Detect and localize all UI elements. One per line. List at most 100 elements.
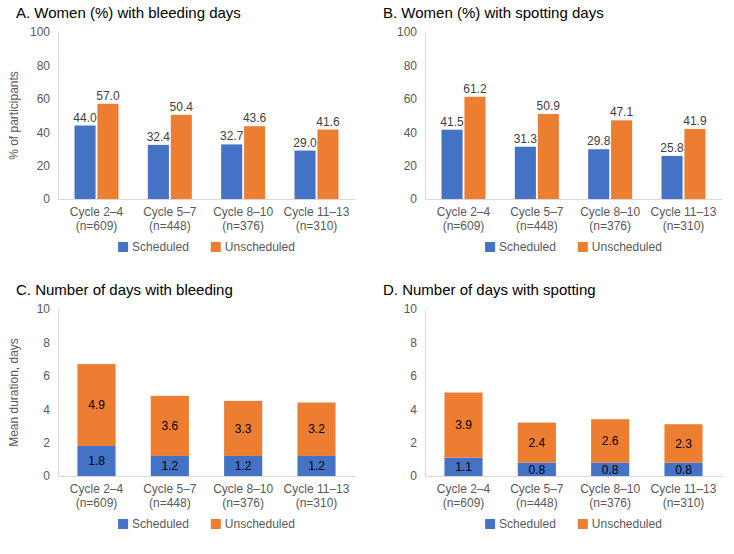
bar: [221, 144, 242, 199]
x-tick: Cycle 5–7(n=448): [143, 476, 197, 510]
x-tick-label-line: (n=609): [76, 219, 118, 233]
y-tick-label: 0: [43, 192, 50, 206]
y-tick: 10: [404, 302, 425, 316]
x-tick-label-line: Cycle 2–4: [70, 205, 124, 219]
data-label: 1.1: [455, 460, 472, 474]
x-tick-label: Cycle 5–7(n=448): [143, 482, 197, 510]
y-tick: 8: [410, 336, 425, 350]
data-label: 41.6: [316, 115, 340, 129]
legend-swatch: [118, 242, 128, 252]
y-tick: 60: [404, 92, 425, 106]
x-axis: Cycle 2–4(n=609)Cycle 5–7(n=448)Cycle 8–…: [59, 476, 356, 510]
x-tick-label-line: (n=609): [443, 219, 485, 233]
data-label: 43.6: [243, 111, 267, 125]
legend-item: Unscheduled: [211, 517, 295, 531]
y-tick-label: 6: [410, 369, 417, 383]
bar: [664, 424, 702, 462]
bar: [77, 364, 115, 446]
x-axis-line: [59, 199, 356, 200]
legend-label: Scheduled: [499, 240, 556, 254]
y-tick: 20: [37, 159, 58, 173]
data-label: 2.3: [675, 437, 692, 451]
y-tick: 40: [404, 126, 425, 140]
legend-label: Scheduled: [132, 517, 189, 531]
y-tick: 80: [404, 59, 425, 73]
bar: [171, 115, 192, 199]
data-label: 3.2: [308, 422, 325, 436]
x-tick-label-line: Cycle 11–13: [284, 482, 350, 496]
legend-swatch: [578, 519, 588, 529]
y-tick: 80: [37, 59, 58, 73]
data-label: 1.2: [235, 459, 252, 473]
y-tick-label: 80: [404, 59, 418, 73]
x-tick-label-line: Cycle 5–7: [143, 205, 197, 219]
legend-item: Unscheduled: [578, 240, 662, 254]
bar: [444, 393, 482, 458]
y-tick-label: 40: [37, 126, 51, 140]
x-tick-label: Cycle 11–13(n=310): [284, 482, 350, 510]
data-label: 32.4: [147, 130, 171, 144]
legend-item: Scheduled: [485, 517, 556, 531]
bar: [518, 463, 556, 476]
bar: [75, 126, 96, 199]
x-tick: Cycle 2–4(n=609): [437, 199, 491, 233]
panel: B. Women (%) with spotting days020406080…: [383, 4, 723, 254]
y-tick-label: 8: [410, 336, 417, 350]
y-tick-label: 60: [404, 92, 418, 106]
y-tick: 0: [43, 192, 58, 206]
y-tick: 100: [30, 25, 58, 39]
data-label: 61.2: [463, 82, 487, 96]
x-axis: Cycle 2–4(n=609) Cycle 5–7(n=448) Cycle 8–…: [426, 476, 723, 510]
y-tick-label: 20: [37, 159, 51, 173]
x-tick-label: Cycle 5–7(n=448): [510, 482, 564, 510]
y-axis-title: Mean duration, days: [7, 338, 21, 447]
legend-swatch: [485, 242, 495, 252]
y-axis: 0 20 40 60 80 100: [30, 25, 59, 206]
x-axis-line: [426, 199, 723, 200]
x-tick: Cycle 2–4(n=609): [70, 199, 124, 233]
x-tick-label-line: Cycle 8–10: [580, 482, 640, 496]
x-tick-label: Cycle 5–7(n=448): [510, 205, 564, 233]
legend-item: Unscheduled: [211, 240, 295, 254]
legend-label: Unscheduled: [225, 517, 295, 531]
x-tick-label-line: (n=376): [589, 219, 631, 233]
bar: [297, 456, 335, 476]
y-axis-title: % of participants: [7, 71, 21, 160]
y-tick: 60: [37, 92, 58, 106]
marks: [77, 364, 335, 476]
data-label: 41.5: [440, 115, 464, 129]
x-tick: Cycle 11–13(n=310): [651, 476, 717, 510]
y-tick: 0: [410, 469, 425, 483]
y-tick-label: 0: [410, 469, 417, 483]
x-tick: Cycle 2–4(n=609): [437, 476, 491, 510]
x-tick-label: Cycle 11–13(n=310): [284, 205, 350, 233]
x-tick-label-line: Cycle 11–13: [651, 482, 717, 496]
bar: [518, 423, 556, 463]
bar: [151, 456, 189, 476]
data-label: 25.8: [660, 141, 684, 155]
marks: [442, 97, 706, 199]
bar: [97, 104, 118, 199]
chart-title: B. Women (%) with spotting days: [383, 4, 604, 21]
y-tick: 10: [37, 302, 58, 316]
y-tick: 6: [43, 369, 58, 383]
x-tick-label: Cycle 2–4(n=609): [437, 482, 491, 510]
legend-swatch: [118, 519, 128, 529]
data-label: 50.4: [170, 100, 194, 114]
data-label: 32.7: [220, 129, 244, 143]
data-label: 50.9: [537, 99, 561, 113]
x-tick-label-line: (n=448): [516, 496, 558, 510]
x-tick-label-line: Cycle 5–7: [510, 205, 564, 219]
y-tick-label: 0: [410, 192, 417, 206]
x-tick: Cycle 5–7(n=448): [510, 199, 564, 233]
legend-swatch: [578, 242, 588, 252]
bar: [444, 458, 482, 476]
y-tick-label: 6: [43, 369, 50, 383]
marks: [444, 393, 702, 477]
data-label: 1.8: [88, 454, 105, 468]
bar: [317, 130, 338, 199]
legend-label: Unscheduled: [592, 240, 662, 254]
x-tick-label-line: (n=448): [516, 219, 558, 233]
x-tick-label-line: (n=310): [296, 219, 338, 233]
bar: [297, 403, 335, 456]
